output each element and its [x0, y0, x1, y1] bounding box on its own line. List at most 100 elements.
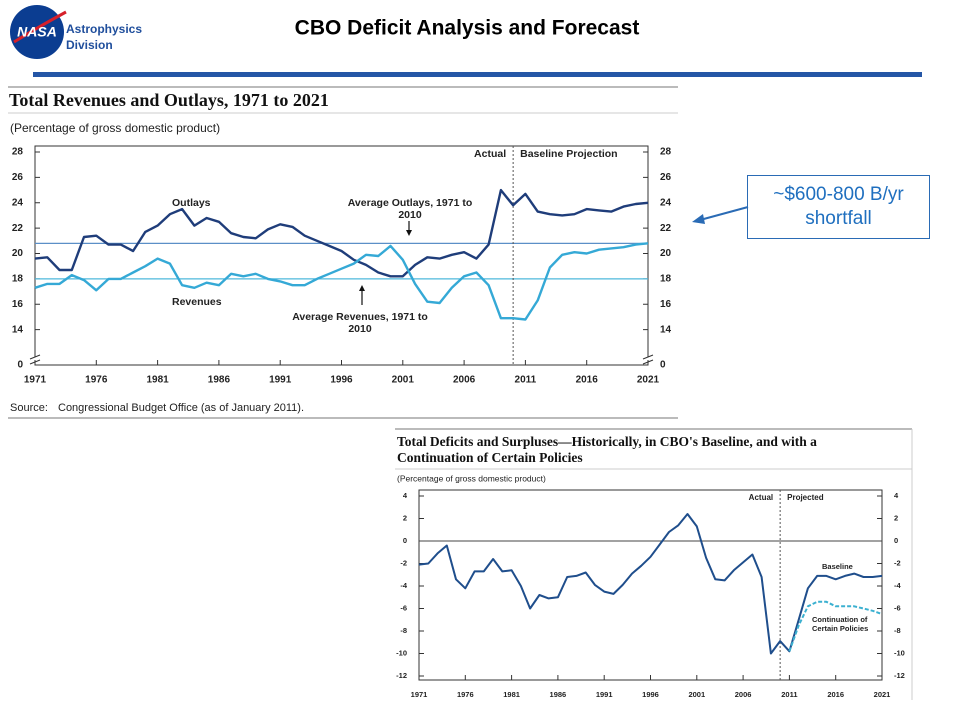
callout-arrow: [699, 206, 749, 221]
slide-title: CBO Deficit Analysis and Forecast: [295, 17, 640, 40]
y-tick-label: -6: [894, 603, 901, 612]
y-tick-label: 0: [403, 536, 407, 545]
source-label: Source:: [10, 402, 48, 414]
y-tick-label: 4: [894, 491, 899, 500]
y-tick-label: 2: [894, 513, 898, 522]
divider-label: Actual: [749, 493, 773, 502]
series-line: [788, 600, 883, 652]
chart-subtitle: (Percentage of gross domestic product): [10, 121, 220, 135]
chart-title-box: Total Revenues and Outlays, 1971 to 2021: [9, 90, 329, 110]
divider-label: Baseline Projection: [520, 148, 617, 160]
y-tick-label: 16: [12, 299, 24, 310]
y-tick-label: 4: [403, 491, 408, 500]
header-rule: [33, 72, 922, 77]
y-tick-label: 2: [403, 513, 407, 522]
reference-label-box: Average Outlays, 1971 to 2010: [347, 197, 473, 222]
y-tick-label: 28: [660, 147, 672, 158]
series-line: [418, 513, 883, 655]
y-tick-label: 28: [12, 147, 24, 158]
y-tick-label: -6: [400, 603, 407, 612]
y-tick-label: 20: [12, 248, 24, 259]
reference-label: Average Outlays, 1971 to 2010: [347, 197, 473, 222]
source: Congressional Budget Office (as of Janua…: [58, 402, 304, 414]
x-tick-label: 1976: [457, 690, 474, 699]
series-label-box: Continuation of Certain Policies: [812, 616, 869, 633]
x-tick-label: 2011: [781, 690, 797, 699]
x-tick-label: 2001: [392, 375, 415, 386]
y-tick-label: 26: [12, 172, 24, 183]
x-tick-label: 1996: [642, 690, 659, 699]
x-tick-label: 2001: [688, 690, 705, 699]
y-tick-label: 24: [660, 197, 672, 208]
y-tick-label: 0: [17, 360, 23, 371]
y-tick-label: 18: [660, 274, 672, 285]
reference-arrowhead: [406, 230, 412, 236]
plot-frame: [418, 489, 883, 681]
org-name: Astrophysics: [66, 22, 142, 36]
x-tick-label: 2021: [637, 375, 660, 386]
callout: ~$600-800 B/yr shortfall: [747, 175, 930, 239]
x-tick-label: 1991: [596, 690, 613, 699]
x-tick-label: 1991: [269, 375, 292, 386]
x-tick-label: 2016: [827, 690, 844, 699]
x-tick-label: 1981: [146, 375, 169, 386]
y-tick-label: -10: [894, 648, 905, 657]
x-tick-label: 2021: [874, 690, 891, 699]
y-tick-label: -12: [396, 671, 407, 680]
y-tick-label: -4: [894, 581, 901, 590]
y-tick-label: -8: [400, 626, 407, 635]
y-tick-label: 26: [660, 172, 672, 183]
x-tick-label: 2006: [735, 690, 752, 699]
y-tick-label: -4: [400, 581, 407, 590]
y-tick-label: -2: [894, 558, 901, 567]
chart-title: Total Deficits and Surpluses—Historicall…: [397, 434, 817, 466]
chart-subtitle: (Percentage of gross domestic product): [397, 473, 546, 483]
y-tick-label: 0: [894, 536, 898, 545]
y-tick-label: -10: [396, 648, 407, 657]
y-tick-label: 14: [660, 324, 672, 335]
y-tick-label: 18: [12, 274, 24, 285]
x-tick-label: 1996: [330, 375, 353, 386]
logo: [10, 5, 64, 59]
chart-title-box: Total Deficits and Surpluses—Historicall…: [397, 434, 817, 466]
y-tick-label: 14: [12, 324, 24, 335]
series-label: Continuation of Certain Policies: [812, 616, 869, 633]
x-tick-label: 2016: [576, 375, 599, 386]
x-tick-label: 2011: [515, 375, 537, 386]
reference-label-box: Average Revenues, 1971 to 2010: [292, 311, 428, 336]
chart-title: Total Revenues and Outlays, 1971 to 2021: [9, 90, 329, 110]
y-tick-label: -12: [894, 671, 905, 680]
x-tick-label: 1976: [85, 375, 108, 386]
divider-label: Projected: [787, 493, 824, 502]
y-tick-label: -2: [400, 558, 407, 567]
series-label: Outlays: [172, 197, 211, 209]
y-tick-label: -8: [894, 626, 901, 635]
y-tick-label: 24: [12, 197, 24, 208]
y-tick-label: 22: [660, 223, 672, 234]
x-tick-label: 1986: [550, 690, 567, 699]
series-label: Revenues: [172, 296, 222, 308]
x-tick-label: 1981: [503, 690, 520, 699]
y-tick-label: 0: [660, 360, 666, 371]
reference-arrowhead: [359, 285, 365, 291]
y-tick-label: 22: [12, 223, 24, 234]
series-label: Baseline: [822, 562, 853, 571]
divider-label: Actual: [474, 148, 506, 160]
logo-text: NASA: [17, 24, 57, 40]
y-tick-label: 20: [660, 248, 672, 259]
x-tick-label: 1971: [411, 690, 428, 699]
y-tick-label: 16: [660, 299, 672, 310]
series-line: [34, 242, 649, 321]
axis-break-mark: [29, 354, 41, 360]
series-line: [34, 188, 649, 278]
x-tick-label: 1971: [24, 375, 47, 386]
axis-break-mark: [642, 354, 654, 360]
x-tick-label: 1986: [208, 375, 231, 386]
logo-swoosh: [13, 10, 67, 44]
org-name: Division: [66, 38, 113, 52]
x-tick-label: 2006: [453, 375, 476, 386]
reference-label: Average Revenues, 1971 to 2010: [292, 311, 428, 336]
callout-arrowhead: [692, 214, 705, 224]
